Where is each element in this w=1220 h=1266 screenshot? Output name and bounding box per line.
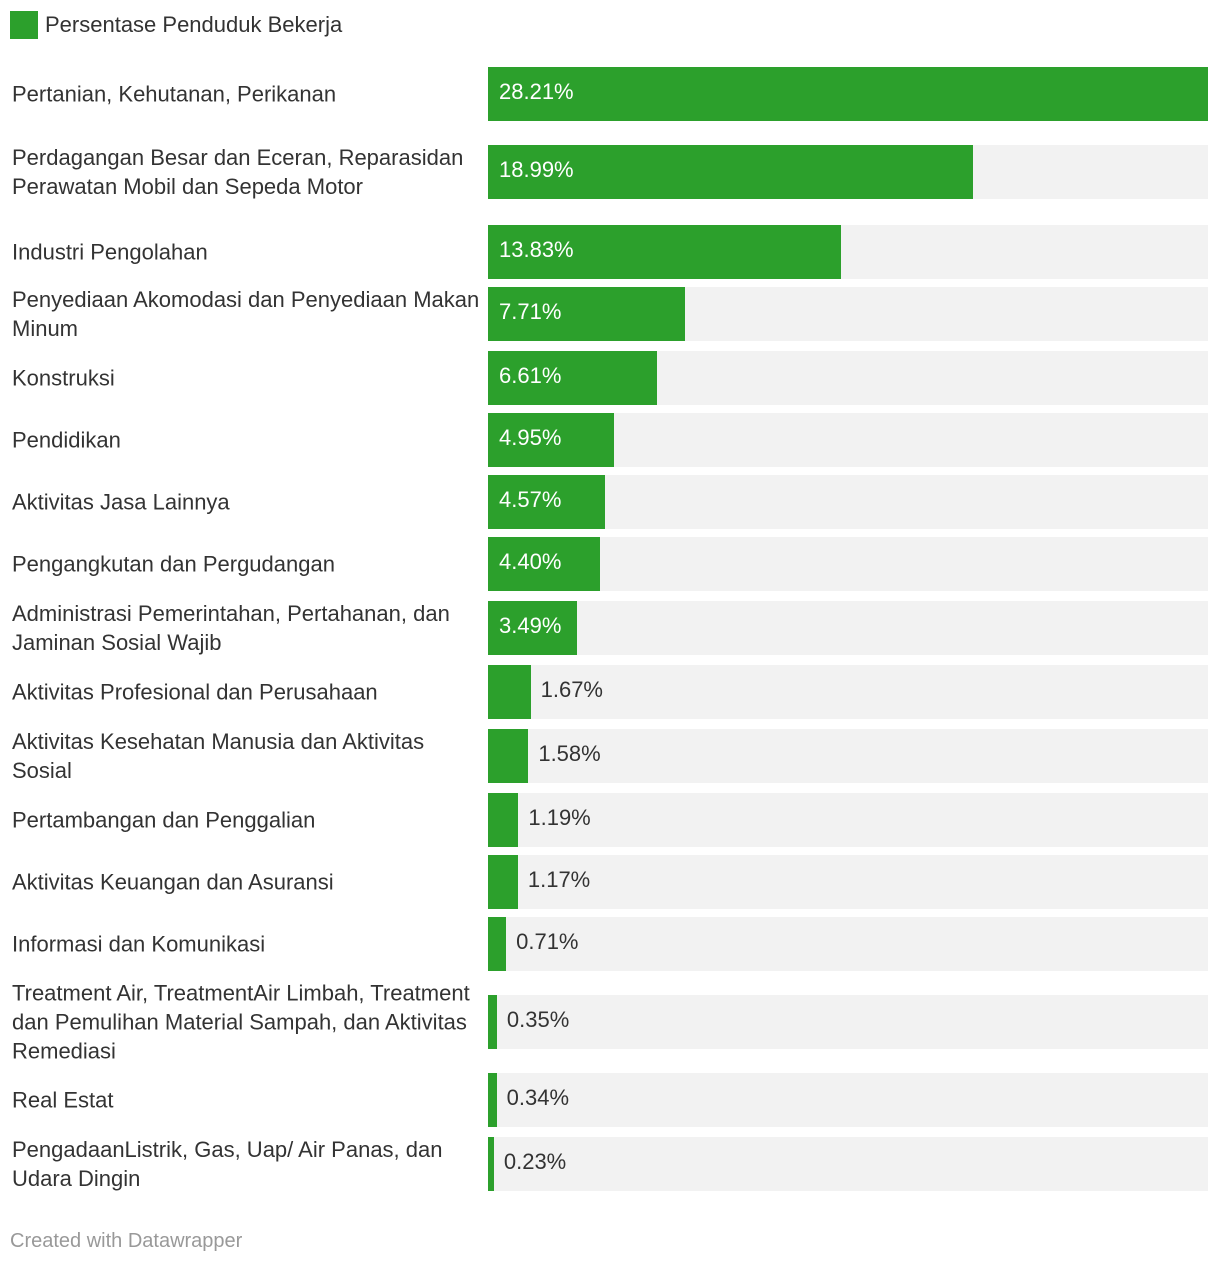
legend-label: Persentase Penduduk Bekerja	[45, 12, 343, 37]
bar-row: Treatment Air, TreatmentAir Limbah, Trea…	[0, 977, 1220, 1067]
value-label: 0.35%	[506, 1007, 570, 1032]
bar-track: 0.34%	[488, 1073, 1208, 1127]
bar	[488, 67, 1208, 121]
category-label: Aktivitas Kesehatan Manusia dan Aktivita…	[12, 729, 425, 783]
category-label: Konstruksi	[12, 365, 115, 391]
bar-row: Aktivitas Profesional dan Perusahaan 1.67…	[0, 647, 1220, 737]
bar	[488, 665, 531, 719]
bar-row: PengadaanListrik, Gas, Uap/ Air Panas, d…	[0, 1119, 1220, 1209]
bar-row: Aktivitas Kesehatan Manusia dan Aktivita…	[0, 711, 1220, 801]
bar-row: Real Estat 0.34%	[0, 1055, 1220, 1145]
value-label: 4.95%	[499, 425, 562, 450]
category-label: Administrasi Pemerintahan, Pertahanan, d…	[12, 601, 450, 655]
bar	[488, 995, 497, 1049]
bar-track: 4.57%	[488, 475, 1208, 529]
bar	[488, 1073, 497, 1127]
value-label: 3.49%	[499, 613, 562, 638]
bar	[488, 351, 657, 405]
bar	[488, 475, 605, 529]
category-label: Aktivitas Jasa Lainnya	[12, 489, 230, 515]
bar-track: 3.49%	[488, 601, 1208, 655]
bar	[488, 145, 973, 199]
value-label: 1.17%	[527, 867, 591, 892]
value-label: 18.99%	[499, 157, 574, 182]
category-label: Pengangkutan dan Pergudangan	[12, 551, 335, 577]
value-label: 1.58%	[538, 741, 601, 766]
bar-track: 1.19%	[488, 793, 1208, 847]
bar-track: 1.67%	[488, 665, 1208, 719]
legend-swatch	[10, 11, 38, 39]
bar-row: Pendidikan 4.95%	[0, 395, 1220, 485]
value-label: 28.21%	[499, 79, 574, 104]
bar-row: Aktivitas Jasa Lainnya 4.57%	[0, 457, 1220, 547]
bar-row: Penyediaan Akomodasi dan Penyediaan Maka…	[0, 269, 1220, 359]
bar-track: 28.21%	[488, 67, 1208, 121]
category-label: Treatment Air, TreatmentAir Limbah, Trea…	[12, 980, 470, 1064]
value-label: 4.40%	[499, 549, 562, 574]
category-label: Aktivitas Keuangan dan Asuransi	[12, 869, 334, 895]
bar	[488, 917, 507, 971]
bar	[488, 855, 518, 909]
bar-track: 0.35%	[488, 995, 1208, 1049]
bar-track: 7.71%	[488, 287, 1208, 341]
bar-track: 18.99%	[488, 145, 1208, 199]
bar-row: Konstruksi 6.61%	[0, 333, 1220, 423]
value-label: 1.67%	[540, 677, 603, 702]
category-label: PengadaanListrik, Gas, Uap/ Air Panas, d…	[12, 1137, 443, 1191]
category-label: Informasi dan Komunikasi	[12, 931, 266, 957]
category-label: Aktivitas Profesional dan Perusahaan	[12, 679, 378, 705]
bar-track: 1.58%	[488, 729, 1208, 783]
value-label: 4.57%	[499, 487, 562, 512]
bar-row: Industri Pengolahan 13.83%	[0, 207, 1220, 297]
value-label: 0.23%	[503, 1149, 567, 1174]
bar-row: Informasi dan Komunikasi 0.71%	[0, 899, 1220, 989]
bar-track: 6.61%	[488, 351, 1208, 405]
bar-track: 1.17%	[488, 855, 1208, 909]
bar	[488, 601, 578, 655]
value-label: 6.61%	[499, 363, 562, 388]
bar	[488, 793, 519, 847]
bar	[488, 729, 529, 783]
category-label: Real Estat	[12, 1087, 114, 1113]
bar-row: Perdagangan Besar dan Eceran, Reparasida…	[0, 127, 1220, 217]
category-label: Pertanian, Kehutanan, Perikanan	[12, 81, 337, 107]
bar-track: 0.71%	[488, 917, 1208, 971]
category-label: Penyediaan Akomodasi dan Penyediaan Maka…	[12, 287, 480, 341]
legend: Persentase Penduduk Bekerja	[10, 10, 342, 40]
bar	[488, 1137, 494, 1191]
bar-row: Pengangkutan dan Pergudangan 4.40%	[0, 519, 1220, 609]
category-label: Perdagangan Besar dan Eceran, Reparasida…	[12, 145, 464, 199]
bar	[488, 537, 601, 591]
value-label: 7.71%	[499, 299, 562, 324]
bar-row: Pertambangan dan Penggalian 1.19%	[0, 775, 1220, 865]
bar	[488, 413, 615, 467]
bar-track: 0.23%	[488, 1137, 1208, 1191]
category-label: Pendidikan	[12, 427, 121, 453]
bar-track: 4.95%	[488, 413, 1208, 467]
category-label: Pertambangan dan Penggalian	[12, 807, 316, 833]
bar-row: Pertanian, Kehutanan, Perikanan 28.21%	[0, 49, 1220, 139]
bar-track: 13.83%	[488, 225, 1208, 279]
value-label: 0.34%	[506, 1085, 570, 1110]
value-label: 1.19%	[528, 805, 591, 830]
value-label: 0.71%	[516, 929, 579, 954]
bar-row: Aktivitas Keuangan dan Asuransi 1.17%	[0, 837, 1220, 927]
bar	[488, 225, 841, 279]
datawrapper-credit: Created with Datawrapper	[10, 1230, 243, 1252]
bar-track: 4.40%	[488, 537, 1208, 591]
category-label: Industri Pengolahan	[12, 239, 208, 265]
bar	[488, 287, 685, 341]
value-label: 13.83%	[499, 237, 574, 262]
bar-row: Administrasi Pemerintahan, Pertahanan, d…	[0, 583, 1220, 673]
